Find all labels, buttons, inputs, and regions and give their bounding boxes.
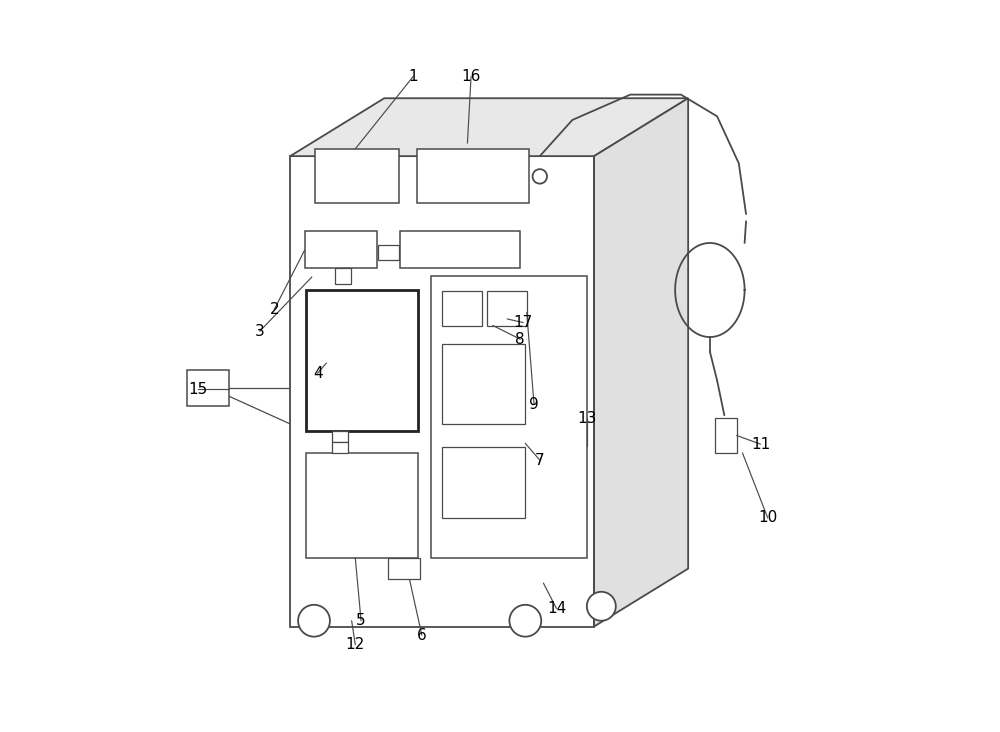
Text: 13: 13 [577, 411, 597, 425]
Bar [305, 231, 377, 269]
Text: 7: 7 [535, 452, 545, 468]
Bar [315, 149, 399, 203]
Text: 5: 5 [356, 613, 366, 628]
Bar [400, 231, 520, 269]
Text: 15: 15 [188, 381, 207, 397]
Bar [332, 431, 348, 442]
Circle shape [509, 605, 541, 637]
Bar [332, 442, 348, 453]
Text: 1: 1 [408, 69, 418, 84]
Bar [335, 269, 351, 284]
Bar [388, 558, 420, 580]
Text: 12: 12 [346, 637, 365, 652]
Polygon shape [290, 98, 688, 156]
Text: 8: 8 [515, 332, 525, 347]
Bar [187, 370, 229, 406]
Text: 17: 17 [514, 315, 533, 330]
Text: 2: 2 [269, 302, 279, 317]
Text: 10: 10 [758, 510, 777, 526]
Bar [715, 418, 737, 453]
Circle shape [533, 169, 547, 184]
Bar [306, 453, 418, 558]
Circle shape [587, 591, 616, 621]
Text: 6: 6 [417, 628, 427, 643]
Bar [290, 156, 594, 627]
Text: 11: 11 [751, 437, 770, 452]
Text: 14: 14 [547, 601, 566, 616]
Text: 16: 16 [461, 69, 481, 84]
Bar [378, 245, 399, 260]
Text: 3: 3 [255, 324, 265, 339]
Bar [487, 291, 527, 326]
Text: 9: 9 [529, 397, 539, 412]
Bar [442, 344, 525, 424]
Bar [442, 447, 525, 518]
Polygon shape [594, 98, 688, 627]
Bar [442, 291, 482, 326]
Text: 4: 4 [313, 366, 322, 381]
Bar [431, 275, 587, 558]
Bar [417, 149, 529, 203]
Circle shape [298, 605, 330, 637]
Bar [306, 290, 418, 431]
